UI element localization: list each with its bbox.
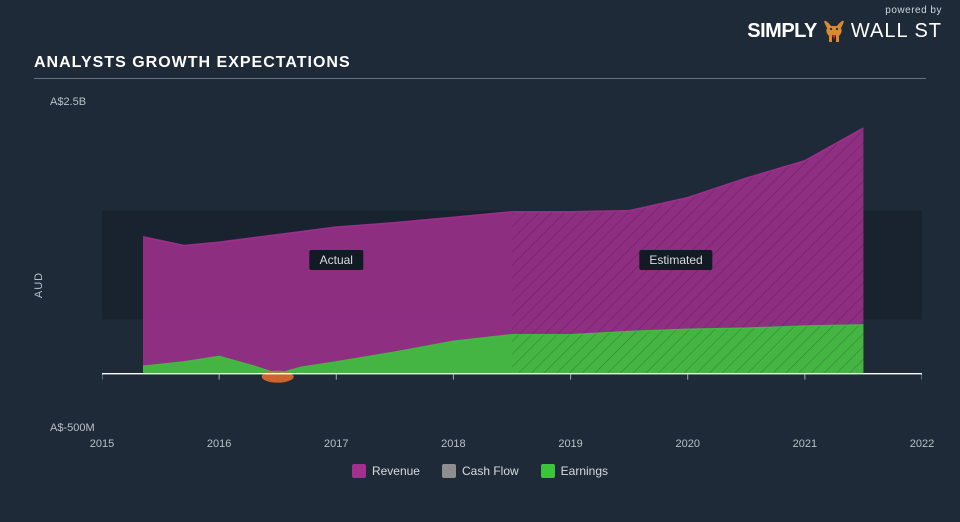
x-tick-label: 2020 bbox=[675, 438, 699, 450]
legend-swatch bbox=[541, 464, 555, 478]
legend-item-earnings: Earnings bbox=[541, 464, 608, 478]
legend-item-cashflow: Cash Flow bbox=[442, 464, 519, 478]
x-tick-label: 2021 bbox=[793, 438, 817, 450]
powered-by-label: powered by bbox=[747, 6, 942, 16]
y-tick-label: A$2.5B bbox=[50, 96, 86, 108]
chart: AUD Revenue Cash Flow Earnings A$2.5B A$-50… bbox=[34, 92, 926, 478]
legend-label: Revenue bbox=[372, 464, 420, 478]
legend: Revenue Cash Flow Earnings bbox=[34, 464, 926, 478]
page-title: ANALYSTS GROWTH EXPECTATIONS bbox=[34, 54, 926, 72]
title-block: ANALYSTS GROWTH EXPECTATIONS bbox=[34, 54, 926, 79]
legend-swatch bbox=[442, 464, 456, 478]
x-tick-label: 2019 bbox=[558, 438, 582, 450]
branding-block: powered by SIMPLY WALL ST bbox=[747, 6, 942, 44]
chart-svg bbox=[102, 102, 922, 428]
actual-region-label: Actual bbox=[310, 250, 363, 270]
x-tick-label: 2016 bbox=[207, 438, 231, 450]
plot-area bbox=[102, 102, 922, 428]
brand-simply: SIMPLY bbox=[747, 21, 817, 41]
legend-swatch bbox=[352, 464, 366, 478]
legend-label: Cash Flow bbox=[462, 464, 519, 478]
brand-row: SIMPLY WALL ST bbox=[747, 18, 942, 44]
y-axis-label: AUD bbox=[33, 272, 45, 298]
x-tick-label: 2015 bbox=[90, 438, 114, 450]
legend-label: Earnings bbox=[561, 464, 608, 478]
x-tick-label: 2018 bbox=[441, 438, 465, 450]
y-tick-label: A$-500M bbox=[50, 422, 95, 434]
legend-item-revenue: Revenue bbox=[352, 464, 420, 478]
estimated-region-label: Estimated bbox=[639, 250, 712, 270]
x-tick-label: 2017 bbox=[324, 438, 348, 450]
x-tick-label: 2022 bbox=[910, 438, 934, 450]
bull-icon bbox=[821, 18, 847, 44]
title-rule bbox=[34, 78, 926, 79]
brand-wallst: WALL ST bbox=[851, 21, 942, 41]
